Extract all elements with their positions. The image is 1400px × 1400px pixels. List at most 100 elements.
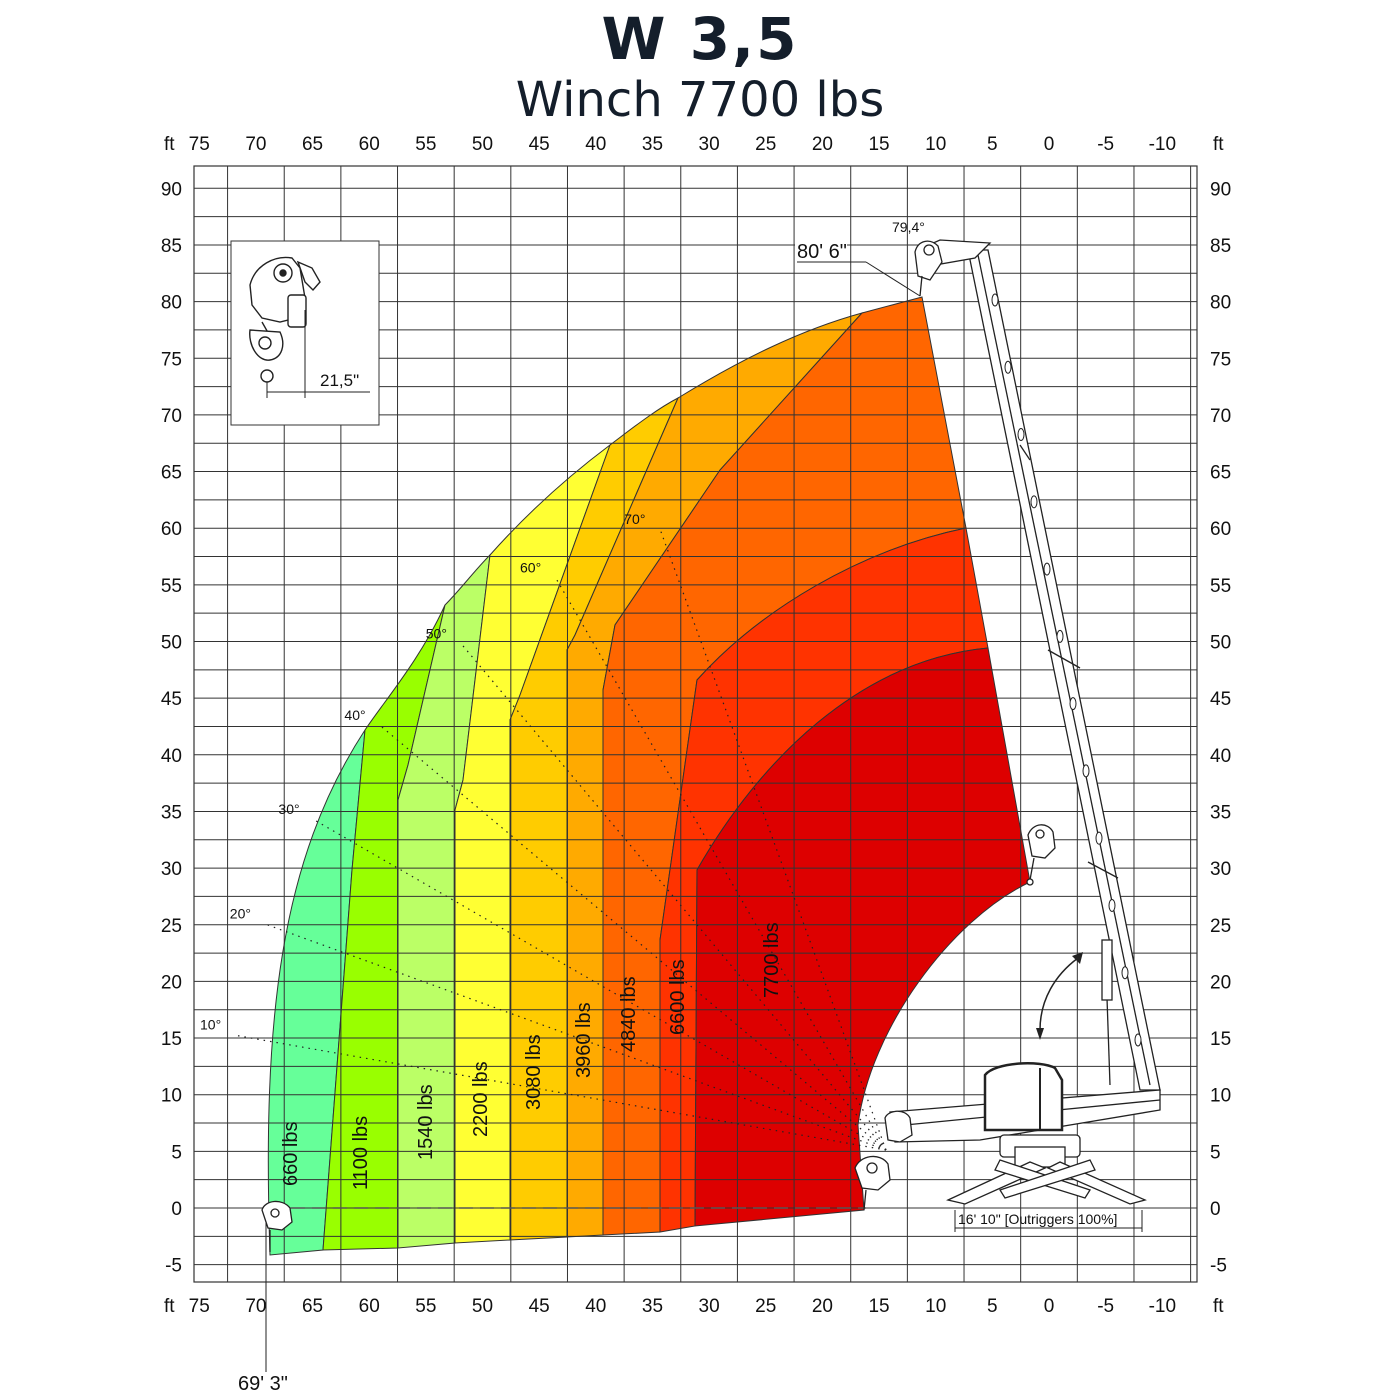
- x-tick-top: 60: [359, 134, 380, 155]
- x-tick-bottom: 30: [699, 1296, 720, 1317]
- x-tick-top: -5: [1097, 134, 1114, 155]
- angle-label: 60°: [520, 559, 541, 575]
- x-tick-top: 40: [585, 134, 606, 155]
- y-tick-right: 10: [1210, 1086, 1231, 1107]
- x-tick-bottom: 45: [529, 1296, 550, 1317]
- y-tick-right: 75: [1210, 349, 1231, 370]
- zone-7700: [694, 647, 1031, 1227]
- x-tick-top: 20: [812, 134, 833, 155]
- angle-label: 10°: [200, 1016, 221, 1032]
- outrigger-dimension: 16' 10" [Outriggers 100%]: [954, 1210, 1143, 1232]
- x-tick-bottom: 70: [245, 1296, 266, 1317]
- angle-label: 50°: [426, 625, 447, 641]
- zone-label: 6600 lbs: [667, 959, 689, 1035]
- boom-hole: [1056, 629, 1064, 643]
- zone-label: 660 lbs: [280, 1122, 302, 1187]
- angle-label: 20°: [230, 905, 251, 921]
- y-tick-left: 60: [161, 519, 182, 540]
- y-tick-right: 50: [1210, 633, 1231, 654]
- zone-label: 1100 lbs: [350, 1116, 372, 1190]
- x-axis-top: 75 70 65 60 55 50 45 40 35 30 25 20 15 10 5 0 -5 -10: [189, 134, 1176, 155]
- boom-hole: [1134, 1033, 1142, 1047]
- boom-hole: [1069, 697, 1077, 711]
- x-tick-bottom: -5: [1097, 1296, 1114, 1317]
- x-tick-top: 50: [472, 134, 493, 155]
- y-tick-left: 0: [171, 1199, 182, 1220]
- boom-hole: [1043, 562, 1051, 576]
- max-reach-callout: 69' 3": [236, 1210, 294, 1395]
- x-tick-bottom: 60: [359, 1296, 380, 1317]
- y-tick-left: 30: [161, 859, 182, 880]
- x-unit-top-right: ft: [1213, 134, 1224, 155]
- y-tick-right: 70: [1210, 406, 1231, 427]
- boom-hole: [1108, 898, 1116, 912]
- crane-machine: [854, 939, 1161, 1211]
- x-tick-top: 15: [868, 134, 889, 155]
- y-tick-right: 85: [1210, 236, 1231, 257]
- x-tick-bottom: 50: [472, 1296, 493, 1317]
- x-tick-bottom: 25: [755, 1296, 776, 1317]
- x-tick-bottom: 15: [868, 1296, 889, 1317]
- x-tick-top: 45: [529, 134, 550, 155]
- y-tick-right: 40: [1210, 746, 1231, 767]
- boom-hole: [1082, 764, 1090, 778]
- y-tick-right: 20: [1210, 972, 1231, 993]
- zone-label: 3960 lbs: [573, 1002, 595, 1078]
- x-tick-top: 35: [642, 134, 663, 155]
- x-tick-bottom: 5: [987, 1296, 998, 1317]
- x-tick-bottom: 40: [585, 1296, 606, 1317]
- x-tick-bottom: 10: [925, 1296, 946, 1317]
- x-tick-top: 70: [245, 134, 266, 155]
- y-tick-left: 40: [161, 746, 182, 767]
- y-tick-left: 25: [161, 916, 182, 937]
- x-tick-bottom: 65: [302, 1296, 323, 1317]
- hook-reach: [261, 1200, 293, 1252]
- y-tick-right: 25: [1210, 916, 1231, 937]
- x-axis-bottom: 75 70 65 60 55 50 45 40 35 30 25 20 15 10 5 0 -5 -10: [189, 1296, 1176, 1317]
- x-tick-bottom: -10: [1149, 1296, 1176, 1317]
- zone-label: 4840 lbs: [618, 976, 640, 1052]
- x-tick-top: -10: [1149, 134, 1176, 155]
- y-tick-right: 0: [1210, 1199, 1221, 1220]
- max-height-callout: 80' 6" 79,4°: [795, 219, 925, 297]
- zone-label: 7700 lbs: [761, 922, 783, 998]
- boom-hole: [1095, 831, 1103, 845]
- y-tick-right: 60: [1210, 519, 1231, 540]
- chart-title: W 3,5: [601, 5, 799, 73]
- y-tick-left: -5: [165, 1256, 182, 1277]
- zone-label: 1540 lbs: [415, 1084, 437, 1160]
- y-tick-left: 70: [161, 406, 182, 427]
- angle-label: 30°: [278, 801, 299, 817]
- angle-label: 40°: [344, 707, 365, 723]
- x-tick-bottom: 20: [812, 1296, 833, 1317]
- chart-subtitle: Winch 7700 lbs: [515, 72, 885, 128]
- x-tick-top: 0: [1044, 134, 1055, 155]
- zone-labels: 660 lbs 1100 lbs 1540 lbs 2200 lbs 3080 lbs 3…: [280, 922, 783, 1190]
- max-angle-label: 79,4°: [892, 219, 925, 235]
- y-tick-right: 55: [1210, 576, 1231, 597]
- boom-hole: [1004, 360, 1012, 374]
- y-tick-left: 80: [161, 293, 182, 314]
- x-tick-top: 55: [415, 134, 436, 155]
- x-tick-top: 30: [699, 134, 720, 155]
- y-tick-right: 35: [1210, 802, 1231, 823]
- x-tick-bottom: 0: [1044, 1296, 1055, 1317]
- x-tick-bottom: 75: [189, 1296, 210, 1317]
- y-tick-left: 75: [161, 349, 182, 370]
- x-tick-top: 65: [302, 134, 323, 155]
- y-tick-right: 15: [1210, 1029, 1231, 1050]
- hook-offset-label: 21,5": [320, 371, 359, 390]
- x-tick-bottom: 55: [415, 1296, 436, 1317]
- x-unit-top-left: ft: [164, 134, 175, 155]
- y-tick-left: 55: [161, 576, 182, 597]
- boom-hole: [1121, 966, 1129, 980]
- y-tick-right: 30: [1210, 859, 1231, 880]
- y-tick-right: 45: [1210, 689, 1231, 710]
- boom-extended-holes: [991, 293, 1142, 1047]
- y-tick-right: 65: [1210, 463, 1231, 484]
- y-tick-left: 85: [161, 236, 182, 257]
- x-tick-top: 25: [755, 134, 776, 155]
- y-tick-left: 45: [161, 689, 182, 710]
